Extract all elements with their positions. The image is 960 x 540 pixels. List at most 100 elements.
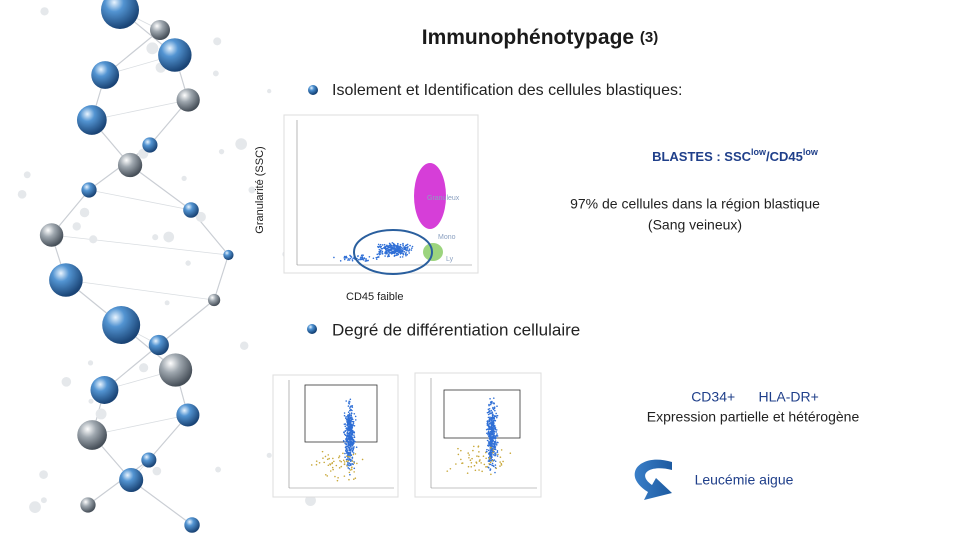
dot (352, 442, 354, 445)
dot (360, 254, 363, 257)
dot (349, 416, 352, 419)
dot (386, 249, 388, 252)
dot-cloud (333, 242, 414, 262)
dot (489, 447, 492, 449)
dot (494, 471, 496, 474)
hladr-plot (414, 372, 542, 498)
dot (387, 254, 390, 256)
dot (400, 246, 403, 249)
dot (332, 468, 334, 471)
sphere (150, 20, 170, 40)
ssc-cd45-plot: Granuleux Mono Ly (283, 114, 479, 275)
sphere (207, 293, 221, 307)
dot (500, 449, 503, 451)
dot (490, 431, 493, 434)
dot (490, 425, 493, 428)
dot (399, 249, 402, 252)
dot (487, 416, 490, 419)
dot (489, 426, 491, 428)
dot (393, 244, 395, 247)
dot (331, 462, 333, 465)
dot (491, 429, 493, 431)
dot (491, 402, 493, 404)
gate (443, 389, 521, 439)
dot (489, 449, 492, 452)
dot (351, 463, 353, 465)
dot (399, 247, 401, 250)
dot (402, 242, 404, 245)
dot (343, 414, 346, 417)
dot (490, 434, 492, 436)
dot (490, 409, 493, 412)
dot (496, 414, 499, 417)
dot (466, 472, 469, 474)
dot (402, 253, 405, 256)
dot (347, 259, 349, 261)
faint-node (61, 377, 72, 387)
dot (350, 426, 352, 428)
faint-node (218, 148, 225, 155)
dot (354, 477, 357, 480)
dot (347, 461, 349, 464)
dot (378, 253, 381, 256)
dot (353, 436, 356, 438)
dot (393, 248, 395, 251)
dot (348, 447, 351, 450)
dot (349, 441, 351, 444)
dot (490, 473, 492, 476)
dot (375, 256, 378, 259)
dot (392, 251, 395, 253)
dot (343, 257, 346, 259)
dot (481, 470, 483, 473)
dot (488, 457, 491, 460)
dot (492, 434, 495, 436)
granuleux-gate (414, 163, 446, 229)
dot (375, 258, 378, 260)
dot (346, 436, 348, 439)
dot (363, 257, 365, 260)
dot (494, 428, 496, 431)
dot (349, 463, 352, 465)
dot (467, 452, 470, 454)
faint-node (266, 452, 272, 458)
faint-node (40, 7, 49, 16)
dot (489, 435, 492, 438)
dot (376, 253, 379, 256)
dot (488, 440, 490, 443)
dot (347, 411, 350, 414)
dot (344, 441, 346, 443)
dot (355, 446, 358, 449)
dot (329, 470, 332, 472)
dot (492, 406, 494, 409)
blast-gate (353, 229, 433, 275)
dot (372, 257, 375, 260)
dot (457, 453, 460, 456)
dot (346, 465, 348, 467)
dot (493, 436, 496, 438)
gate-label: Mono (438, 234, 456, 241)
dot (352, 452, 355, 454)
dot (485, 457, 487, 460)
dot (493, 440, 496, 443)
dot (470, 461, 473, 464)
dot (384, 255, 386, 257)
dot (489, 453, 492, 456)
dot (350, 447, 353, 449)
dot (339, 459, 341, 462)
dot (342, 459, 345, 462)
dot (491, 419, 494, 421)
dot (348, 459, 350, 461)
dot (496, 449, 499, 452)
link (51, 234, 229, 256)
dot (388, 244, 391, 247)
dot (391, 242, 394, 244)
blasts-sup: low (751, 147, 767, 157)
dot (493, 406, 496, 408)
dot (494, 440, 497, 442)
dot (492, 449, 495, 451)
dot (395, 252, 398, 255)
sphere (223, 249, 234, 261)
dot (345, 400, 348, 402)
sphere (119, 467, 144, 493)
dot (365, 258, 367, 260)
